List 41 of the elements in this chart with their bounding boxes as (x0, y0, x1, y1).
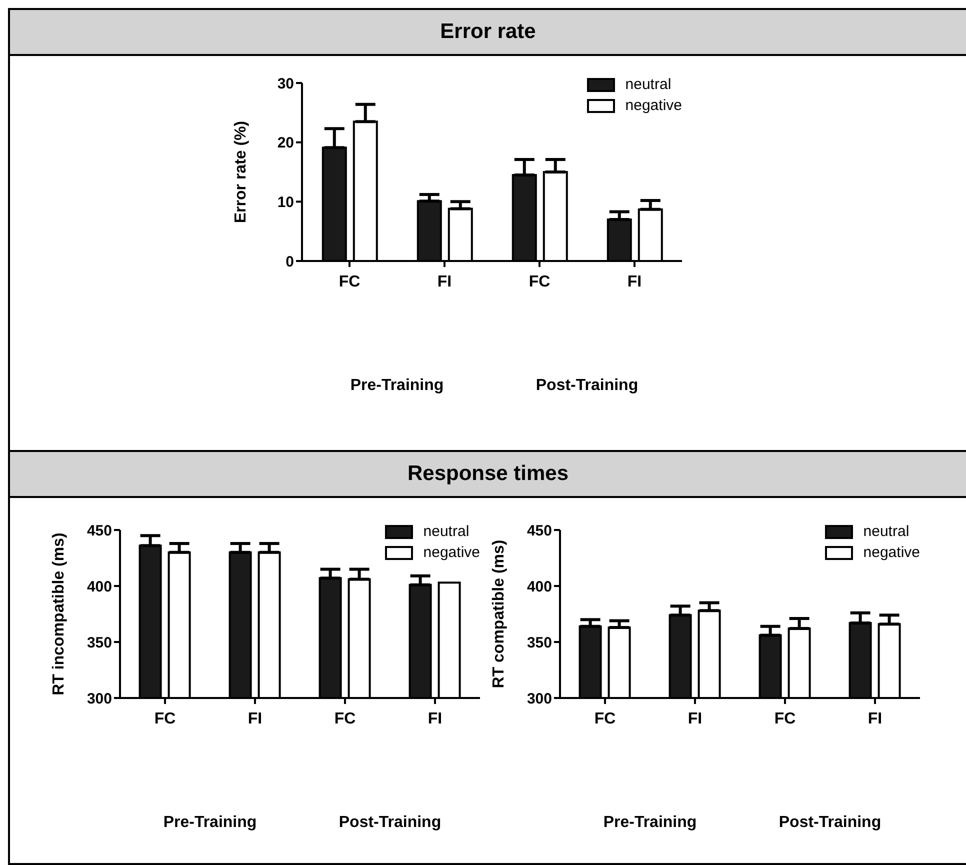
x-tick-label: FI (627, 273, 642, 290)
text: Post-Training (534, 377, 640, 395)
text: Post-Training (778, 814, 882, 832)
text: Post-Training (338, 814, 442, 832)
y-axis-title: Error rate (%) (232, 120, 250, 224)
legend-label: neutral (625, 76, 672, 93)
y-tick-label: 400 (86, 578, 112, 596)
y-tick-label: 450 (526, 522, 552, 540)
x-tick-label: FI (868, 710, 882, 728)
text: Pre-Training (602, 814, 698, 832)
x-tick-label: FC (338, 273, 361, 290)
y-tick-label: 20 (277, 134, 294, 152)
x-tick-label: FI (248, 710, 262, 728)
y-tick-label: 350 (86, 634, 112, 652)
x-tick-label: FC (594, 710, 616, 728)
x-tick-label: FC (334, 710, 356, 728)
y-tick-label: 10 (277, 194, 294, 211)
legend-label: negative (625, 97, 682, 114)
y-tick-label: 450 (86, 522, 112, 540)
y-axis-title: RT compatible (ms) (490, 540, 508, 688)
text: Pre-Training (349, 377, 445, 395)
y-tick-label: 400 (526, 578, 552, 596)
y-tick-label: 350 (526, 634, 552, 652)
text: Pre-Training (162, 814, 258, 832)
y-tick-label: 30 (277, 75, 294, 92)
x-tick-label: FC (528, 273, 551, 290)
y-tick-label: 300 (86, 690, 112, 708)
legend-label: negative (423, 544, 480, 561)
x-tick-label: FC (154, 710, 176, 728)
x-tick-label: FC (774, 710, 796, 728)
x-tick-label: FI (437, 273, 452, 290)
y-axis-title: RT incompatible (ms) (50, 532, 68, 696)
x-tick-label: FI (688, 710, 702, 728)
chart-title: Response times (10, 450, 966, 498)
legend-label: neutral (863, 523, 910, 540)
y-tick-label: 0 (286, 253, 294, 270)
y-tick-label: 300 (526, 690, 552, 708)
legend-label: negative (863, 544, 920, 561)
x-tick-label: FI (428, 710, 442, 728)
chart-title: Error rate (10, 10, 966, 56)
legend-label: neutral (423, 523, 470, 540)
